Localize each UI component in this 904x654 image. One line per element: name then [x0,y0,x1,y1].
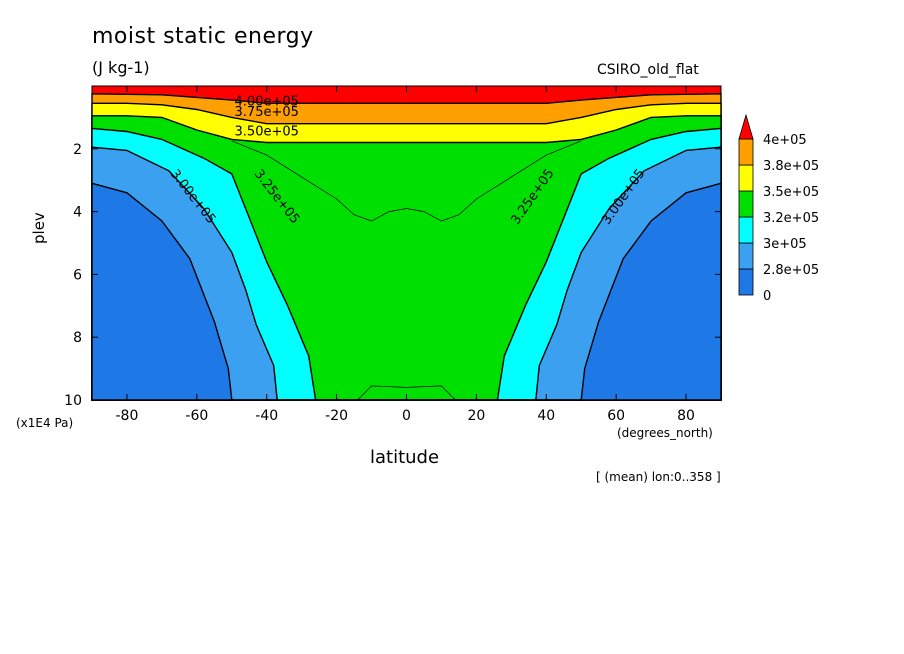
x-tick-label: 60 [607,408,625,424]
contour-label: 4.00e+05 [235,94,299,109]
legend-swatch [738,242,754,270]
legend-label: 3e+05 [763,237,807,252]
y-tick-label: 10 [64,393,82,409]
legend-swatch [738,190,754,218]
x-tick-label: 0 [402,408,411,424]
inner-contour-line [231,140,582,222]
legend-label: 3.8e+05 [763,159,819,174]
y-tick-label: 8 [73,330,82,346]
legend-swatch [738,138,754,166]
legend-overflow-arrow [738,113,754,140]
bottom-contour-line [357,385,456,401]
y-tick-label: 2 [73,142,82,158]
x-tick-label: -80 [116,408,139,424]
legend-swatch [738,164,754,192]
footnote: [ (mean) lon:0..358 ] [596,470,721,484]
x-tick-label: -20 [325,408,348,424]
legend-label: 3.2e+05 [763,211,819,226]
x-tick-label: 80 [677,408,695,424]
y-unit-label: (x1E4 Pa) [16,416,74,430]
legend-label: 0 [763,289,771,304]
model-label: CSIRO_old_flat [597,62,699,78]
band-2.8e5-3e5 [91,146,722,401]
legend-swatch [738,216,754,244]
x-tick-label: 20 [467,408,485,424]
legend-label: 4e+05 [763,133,807,148]
x-tick-label: -40 [255,408,278,424]
legend-label: 2.8e+05 [763,263,819,278]
contour-label: 3.50e+05 [235,125,299,140]
units-label: (J kg-1) [92,58,150,77]
x-unit-label: (degrees_north) [617,426,713,440]
x-tick-label: -60 [185,408,208,424]
y-tick-label: 4 [73,205,82,221]
y-tick-label: 6 [73,267,82,283]
chart-title: moist static energy [92,24,314,49]
legend-swatch [738,268,754,296]
contour-label: 3.75e+05 [235,105,299,120]
x-axis-label: latitude [370,447,440,468]
legend-label: 3.5e+05 [763,185,819,200]
x-tick-label: 40 [537,408,555,424]
